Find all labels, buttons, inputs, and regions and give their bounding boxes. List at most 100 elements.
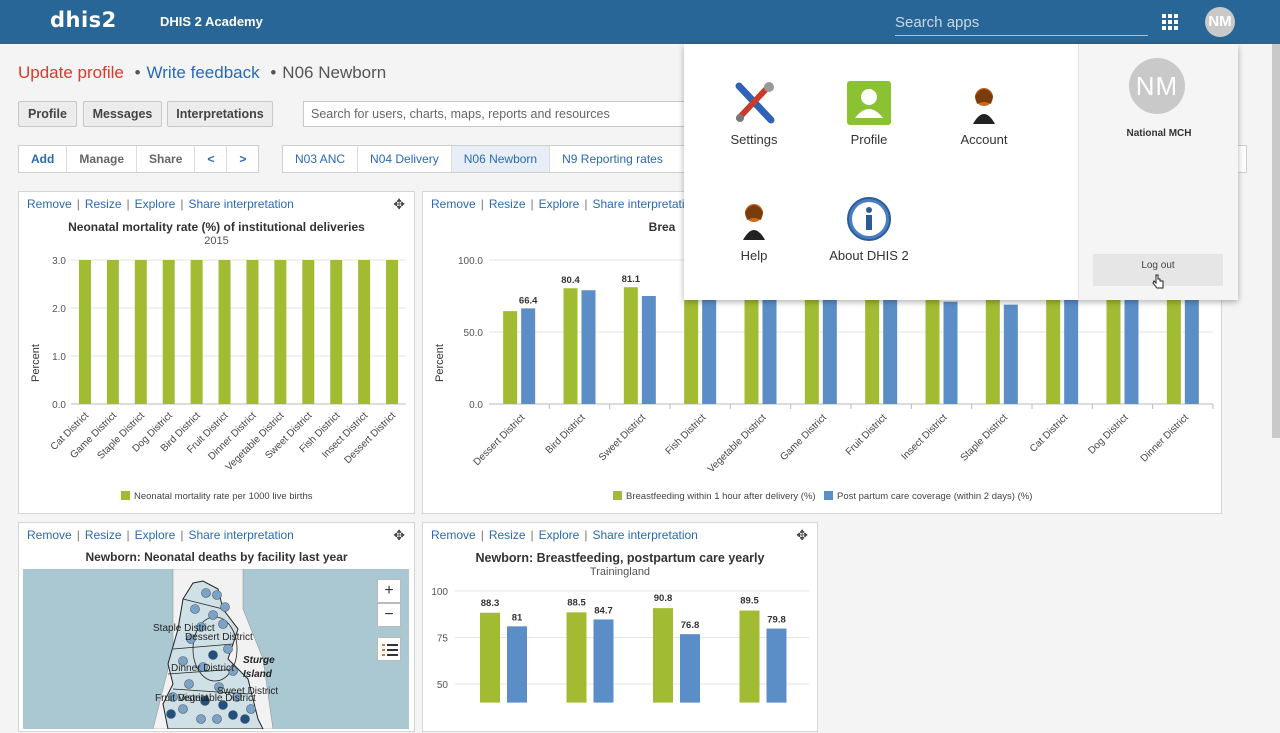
header-bar: dhis2 DHIS 2 Academy NM (0, 0, 1280, 44)
dhis2-logo[interactable]: dhis2 (50, 8, 117, 32)
profile-tab[interactable]: Profile (18, 101, 77, 127)
prev-button[interactable]: < (195, 146, 228, 172)
facility-marker (218, 700, 228, 710)
x-tick-label: Insect District (899, 412, 949, 462)
menu-item-settings[interactable]: Settings (699, 80, 809, 147)
manage-button[interactable]: Manage (67, 146, 138, 172)
link-separator: | (480, 197, 484, 211)
next-button[interactable]: > (239, 152, 247, 166)
account-icon (961, 80, 1007, 126)
layers-list-icon[interactable] (377, 637, 401, 661)
remove-link[interactable]: Remove (431, 528, 476, 542)
app-title: DHIS 2 Academy (160, 14, 263, 29)
move-handle-icon[interactable]: ✥ (393, 527, 405, 543)
share-interpretation-link[interactable]: Share interpretation (592, 528, 698, 542)
bar (822, 291, 837, 404)
dashboard-tab-n04[interactable]: N04 Delivery (358, 146, 452, 172)
profile-menu: Settings Profile Account Help About DHIS… (684, 44, 1238, 300)
map-label: Sturge (243, 655, 275, 666)
update-profile-link[interactable]: Update profile (18, 63, 124, 82)
resize-link[interactable]: Resize (84, 528, 122, 542)
bar (218, 260, 231, 404)
user-avatar[interactable]: NM (1205, 7, 1235, 37)
resize-link[interactable]: Resize (488, 528, 526, 542)
facility-marker (190, 604, 200, 614)
messages-tab[interactable]: Messages (83, 101, 162, 127)
bar (680, 634, 700, 703)
share-interpretation-link[interactable]: Share interpretation (592, 197, 698, 211)
legend-label: Neonatal mortality rate per 1000 live bi… (134, 491, 313, 502)
data-label: 88.5 (567, 597, 586, 608)
dashboard-tab-n03[interactable]: N03 ANC (283, 146, 359, 172)
data-label: 90.8 (654, 593, 673, 604)
menu-item-account[interactable]: Account (929, 80, 1039, 147)
explore-link[interactable]: Explore (538, 197, 580, 211)
explore-link[interactable]: Explore (134, 197, 176, 211)
menu-item-label: Account (960, 132, 1008, 147)
facility-marker (232, 692, 242, 702)
link-separator: | (126, 528, 130, 542)
move-handle-icon[interactable]: ✥ (796, 527, 808, 543)
bar (480, 612, 500, 703)
page-scrollbar[interactable] (1272, 44, 1280, 438)
dashboard-name: N06 Newborn (282, 63, 387, 82)
x-tick-label: Dessert District (472, 412, 528, 468)
data-label: 66.4 (519, 295, 538, 306)
bar (865, 285, 880, 404)
menu-item-profile[interactable]: Profile (814, 80, 924, 147)
bar (78, 260, 91, 404)
bar (1106, 285, 1121, 404)
menu-avatar: NM (1129, 58, 1185, 114)
share-button[interactable]: Share (137, 146, 196, 172)
share-interpretation-link[interactable]: Share interpretation (188, 197, 294, 211)
facility-marker (166, 709, 176, 719)
resize-link[interactable]: Resize (84, 197, 122, 211)
y-axis-label: Percent (434, 344, 446, 382)
link-separator: | (76, 528, 80, 542)
resize-link[interactable]: Resize (488, 197, 526, 211)
write-feedback-link[interactable]: Write feedback (146, 63, 260, 82)
remove-link[interactable]: Remove (431, 197, 476, 211)
chart-subtitle: Trainingland (589, 566, 651, 578)
bar (1184, 291, 1199, 404)
dashboard-tab-n06[interactable]: N06 Newborn (451, 146, 551, 172)
facility-marker (214, 682, 224, 692)
bar (623, 287, 638, 404)
explore-link[interactable]: Explore (134, 528, 176, 542)
logout-button[interactable]: Log out (1093, 254, 1223, 289)
map-view[interactable]: Staple District Dessert District Dinner … (23, 569, 409, 729)
bar (190, 260, 203, 404)
apps-grid-icon[interactable] (1162, 14, 1178, 30)
zoom-out-button[interactable]: − (377, 603, 401, 627)
x-tick-label: Bird District (544, 412, 588, 456)
zoom-in-button[interactable]: + (377, 579, 401, 603)
bar (581, 290, 596, 404)
explore-link[interactable]: Explore (538, 528, 580, 542)
map-title: Newborn: Neonatal deaths by facility las… (85, 550, 348, 564)
menu-item-help[interactable]: Help (699, 196, 809, 263)
add-button[interactable]: Add (19, 146, 68, 172)
facility-marker (184, 679, 194, 689)
bar (744, 285, 759, 404)
chart-title: Neonatal mortality rate (%) of instituti… (68, 220, 365, 234)
move-handle-icon[interactable]: ✥ (393, 196, 405, 212)
dashboard-tab-n9[interactable]: N9 Reporting rates (562, 152, 663, 166)
bar (330, 260, 343, 404)
remove-link[interactable]: Remove (27, 197, 72, 211)
bar (1166, 285, 1181, 404)
share-interpretation-link[interactable]: Share interpretation (188, 528, 294, 542)
profile-line: Update profile • Write feedback • N06 Newb… (18, 63, 386, 83)
interpretations-tab[interactable]: Interpretations (167, 101, 273, 127)
x-tick-label: Dog District (1086, 412, 1130, 456)
dashboard-search-input[interactable] (303, 101, 723, 127)
bar (739, 610, 760, 703)
link-separator: | (180, 528, 184, 542)
menu-item-about[interactable]: About DHIS 2 (814, 196, 924, 263)
data-label: 76.8 (681, 620, 700, 631)
search-apps-input[interactable] (895, 10, 1148, 36)
bar (162, 260, 175, 404)
bar (302, 260, 315, 404)
remove-link[interactable]: Remove (27, 528, 72, 542)
facility-marker (196, 622, 206, 632)
facility-marker (201, 588, 211, 598)
